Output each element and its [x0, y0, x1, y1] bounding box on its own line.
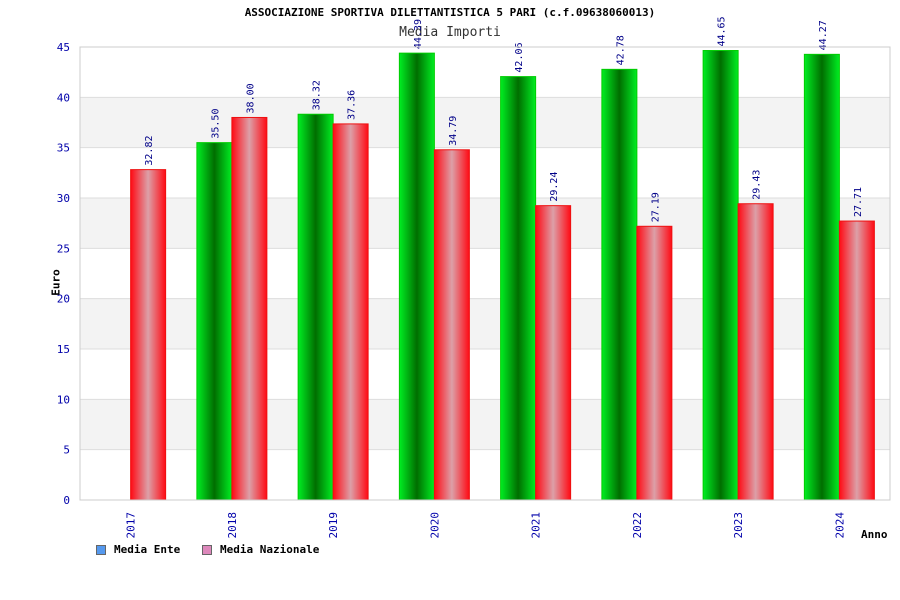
y-tick-label: 40 [57, 91, 70, 104]
data-label: 27.71 [853, 187, 864, 217]
legend-label-media-nazionale: Media Nazionale [220, 543, 320, 556]
chart-subtitle: Media Importi [399, 25, 501, 40]
bar-media-ente-2020 [398, 52, 435, 501]
x-axis-label: Anno [861, 528, 888, 541]
data-label: 44.65 [717, 16, 728, 46]
bar-media-ente-2019 [297, 113, 334, 501]
x-tick-label: 2023 [732, 512, 745, 539]
y-tick-label: 20 [57, 293, 70, 306]
x-tick-label: 2020 [428, 512, 441, 539]
bar-media-nazionale-2017 [130, 169, 167, 501]
bar-media-ente-2023 [702, 50, 739, 501]
bar-media-nazionale-2021 [535, 205, 572, 501]
bars-layer [130, 50, 875, 501]
data-label: 34.79 [448, 116, 459, 146]
axis-layer: 0 5 10 15 20 25 30 35 40 45 2017 2018 2019 2020 2021 20… [57, 41, 891, 539]
x-tick-label: 2021 [530, 512, 543, 539]
legend-item-media-nazionale: Media Nazionale [202, 543, 319, 556]
legend-swatch-media-nazionale [202, 544, 212, 555]
labels-layer: 32.82 35.50 38.00 38.32 37.36 44.39 34.79 42.06… [144, 16, 864, 222]
x-tick-label: 2019 [327, 512, 340, 539]
y-tick-label: 35 [57, 142, 70, 155]
y-tick-label: 25 [57, 242, 70, 255]
data-label: 27.19 [650, 192, 661, 222]
data-label: 42.78 [615, 35, 626, 65]
data-label: 29.24 [549, 172, 560, 202]
legend-label-media-ente: Media Ente [114, 543, 181, 556]
data-label: 38.00 [245, 83, 256, 113]
x-tick-label: 2017 [125, 512, 138, 539]
y-tick-label: 15 [57, 343, 70, 356]
data-label: 38.32 [312, 80, 323, 110]
x-tick-label: 2022 [631, 512, 644, 539]
chart-title: ASSOCIAZIONE SPORTIVA DILETTANTISTICA 5 … [244, 6, 656, 19]
grid-band [80, 97, 890, 148]
bar-media-ente-2021 [500, 76, 537, 501]
y-tick-label: 45 [57, 41, 70, 54]
y-tick-label: 5 [63, 444, 70, 457]
y-tick-label: 30 [57, 192, 70, 205]
bar-media-ente-2018 [196, 142, 233, 501]
x-tick-label: 2018 [226, 512, 239, 539]
bar-media-nazionale-2024 [838, 220, 875, 501]
bar-media-nazionale-2020 [433, 149, 470, 501]
y-tick-label: 0 [63, 494, 70, 507]
y-tick-label: 10 [57, 393, 70, 406]
bar-media-nazionale-2023 [737, 203, 774, 501]
x-tick-label: 2024 [833, 512, 846, 539]
plot-border [79, 46, 891, 501]
bar-media-nazionale-2019 [332, 123, 369, 501]
legend-swatch-media-ente [96, 544, 106, 555]
bar-media-nazionale-2018 [231, 116, 268, 501]
data-label: 44.39 [413, 19, 424, 49]
bar-media-nazionale-2022 [636, 225, 673, 501]
data-label: 29.43 [752, 170, 763, 200]
y-axis-label: Euro [49, 269, 63, 296]
data-label: 42.06 [514, 42, 525, 72]
data-label: 44.27 [818, 20, 829, 50]
bar-media-ente-2022 [601, 68, 638, 501]
data-label: 32.82 [144, 136, 155, 166]
data-label: 35.50 [210, 109, 221, 139]
data-label: 37.36 [347, 90, 358, 120]
legend-item-media-ente: Media Ente [96, 543, 180, 556]
bar-media-ente-2024 [803, 53, 840, 501]
